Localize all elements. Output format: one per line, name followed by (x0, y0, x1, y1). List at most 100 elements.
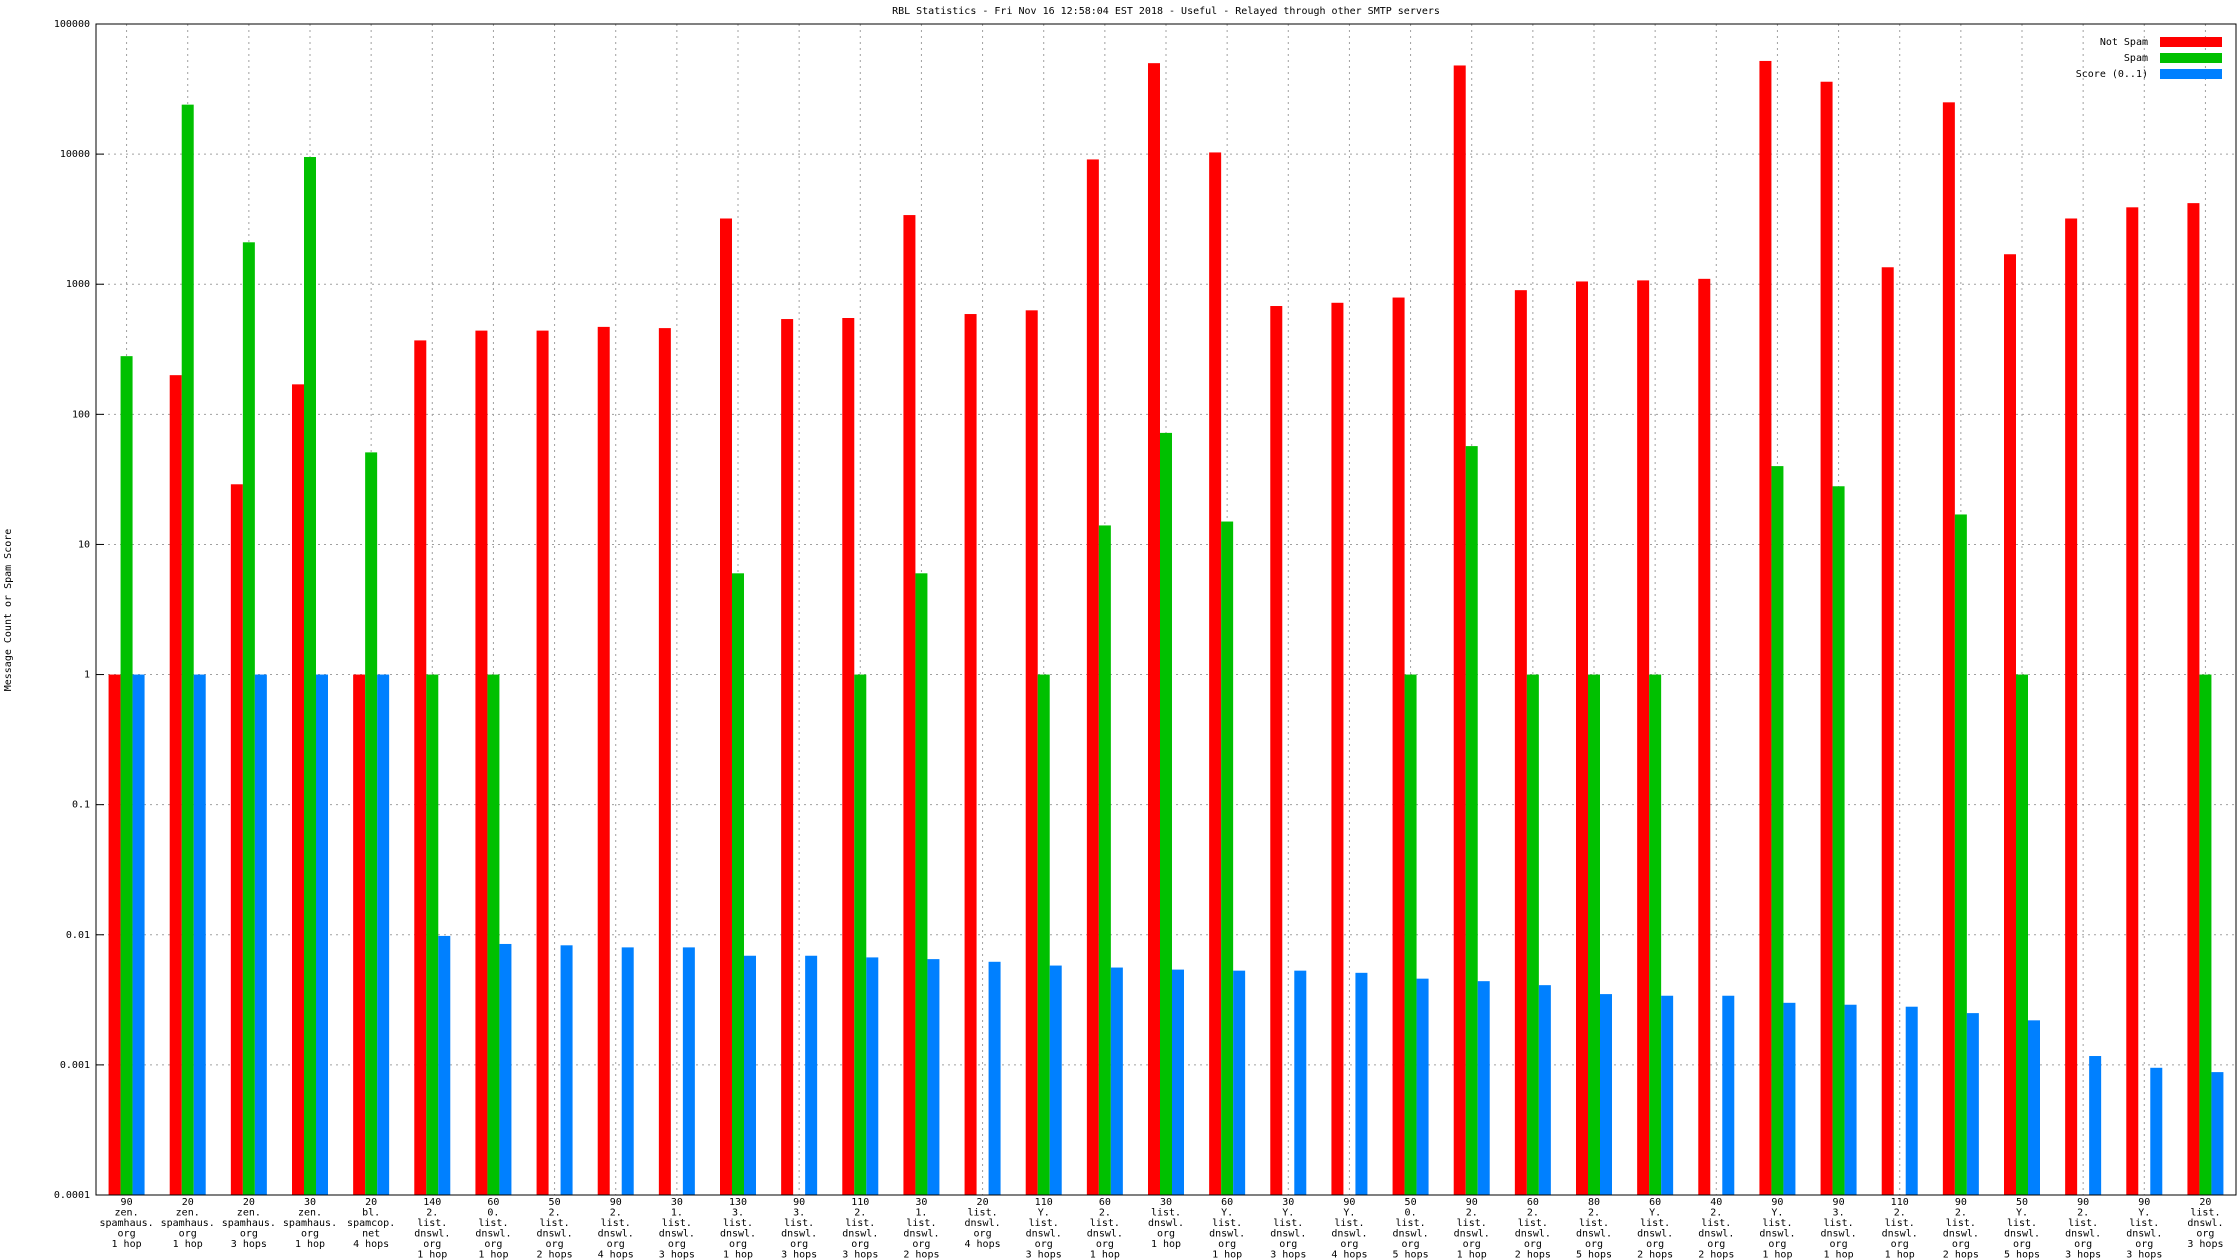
bar (1588, 674, 1600, 1195)
bar (254, 674, 267, 1195)
x-tick-label: 30 zen. spamhaus. org 1 hop (283, 1197, 337, 1250)
x-tick-label: 90 2. list. dnswl. org 2 hops (1943, 1197, 1979, 1260)
bar (597, 326, 610, 1195)
bar (1942, 102, 1955, 1195)
y-tick-label: 1000 (66, 279, 90, 290)
bar (1453, 65, 1466, 1195)
x-tick-label: 90 3. list. dnswl. org 3 hops (781, 1197, 817, 1260)
bar (964, 314, 977, 1195)
bar (426, 674, 439, 1195)
bar (1037, 674, 1050, 1195)
legend-swatch (2160, 69, 2222, 79)
y-tick-label: 10000 (60, 149, 90, 160)
bar (2016, 674, 2028, 1195)
y-tick-label: 0.1 (72, 800, 90, 811)
bar (1404, 674, 1417, 1195)
bar (1148, 63, 1160, 1195)
bar (377, 674, 390, 1195)
x-tick-label: 90 Y. list. dnswl. org 4 hops (1331, 1197, 1367, 1260)
bar (1221, 521, 1234, 1195)
x-tick-label: 60 0. list. dnswl. org 1 hop (475, 1197, 511, 1260)
bar (2004, 254, 2016, 1195)
legend-swatch (2160, 53, 2222, 63)
bar (1392, 297, 1405, 1195)
bar (1905, 1006, 1918, 1195)
bar (292, 384, 304, 1195)
x-tick-label: 110 2. list. dnswl. org 3 hops (842, 1197, 878, 1260)
x-tick-label: 30 1. list. dnswl. org 2 hops (903, 1197, 939, 1260)
bar (193, 674, 206, 1195)
bar (2150, 1067, 2163, 1195)
bar (120, 356, 133, 1196)
bar (536, 330, 549, 1195)
bar (1355, 972, 1368, 1195)
bar (781, 319, 794, 1195)
bar (475, 330, 488, 1195)
legend-label: Spam (2124, 53, 2148, 64)
bar (1233, 970, 1246, 1195)
x-tick-label: 110 2. list. dnswl. org 1 hop (1882, 1197, 1918, 1260)
bar (1514, 290, 1527, 1195)
bar (682, 947, 695, 1195)
bar (1954, 514, 1967, 1195)
x-tick-label: 60 2. list. dnswl. org 1 hop (1087, 1197, 1123, 1260)
x-tick-label: 50 Y. list. dnswl. org 5 hops (2004, 1197, 2040, 1260)
bar (1832, 486, 1845, 1195)
bar (316, 674, 328, 1195)
bar (560, 945, 573, 1195)
bar (927, 959, 940, 1195)
bar (658, 328, 671, 1195)
bar (2187, 203, 2200, 1196)
x-tick-label: 30 list. dnswl. org 1 hop (1148, 1197, 1184, 1250)
bar (1576, 281, 1588, 1195)
bar (1881, 267, 1894, 1195)
y-tick-label: 0.001 (60, 1060, 90, 1071)
bar (854, 674, 867, 1195)
x-tick-label: 90 3. list. dnswl. org 1 hop (1821, 1197, 1857, 1260)
bar (915, 573, 928, 1195)
y-axis-label: Message Count or Spam Score (3, 529, 14, 692)
bar (1098, 525, 1111, 1195)
bar (1270, 306, 1283, 1196)
bar (1698, 278, 1711, 1196)
x-tick-label: 20 bl. spamcop. net 4 hops (347, 1197, 395, 1250)
x-tick-label: 30 Y. list. dnswl. org 3 hops (1270, 1197, 1306, 1260)
x-tick-label: 50 0. list. dnswl. org 5 hops (1393, 1197, 1429, 1260)
bar (1759, 60, 1772, 1195)
bar (132, 674, 145, 1195)
bar (499, 943, 512, 1195)
bar (1649, 674, 1662, 1195)
x-tick-label: 20 list. dnswl. org 3 hops (2187, 1197, 2223, 1250)
y-tick-label: 100000 (54, 19, 90, 30)
legend-label: Score (0..1) (2076, 69, 2148, 80)
x-tick-label: 60 Y. list. dnswl. org 1 hop (1209, 1197, 1245, 1260)
bar (1110, 967, 1123, 1195)
legend-label: Not Spam (2100, 37, 2148, 48)
y-tick-label: 100 (72, 409, 90, 420)
x-tick-label: 30 1. list. dnswl. org 3 hops (659, 1197, 695, 1260)
bar (1294, 970, 1307, 1195)
bar (365, 452, 378, 1195)
x-tick-label: 90 2. list. dnswl. org 4 hops (598, 1197, 634, 1260)
x-tick-label: 90 2. list. dnswl. org 1 hop (1454, 1197, 1490, 1260)
bar (1209, 152, 1222, 1196)
bar (2065, 218, 2078, 1196)
bar (2126, 207, 2139, 1196)
bar (1160, 432, 1172, 1195)
legend-swatch (2160, 37, 2222, 47)
x-tick-label: 90 2. list. dnswl. org 3 hops (2065, 1197, 2101, 1260)
bar (1025, 310, 1038, 1195)
bar (842, 318, 855, 1195)
x-tick-label: 90 Y. list. dnswl. org 3 hops (2126, 1197, 2162, 1260)
bar (1637, 280, 1650, 1196)
bar (1331, 302, 1344, 1195)
bar (1844, 1004, 1857, 1195)
bar (1966, 1013, 1979, 1195)
bar (304, 157, 316, 1195)
bar (732, 573, 744, 1195)
y-tick-label: 0.01 (66, 930, 90, 941)
bar (621, 947, 634, 1195)
x-tick-label: 140 2. list. dnswl. org 1 hop (414, 1197, 450, 1260)
bar (805, 955, 818, 1195)
y-tick-label: 10 (78, 539, 90, 550)
